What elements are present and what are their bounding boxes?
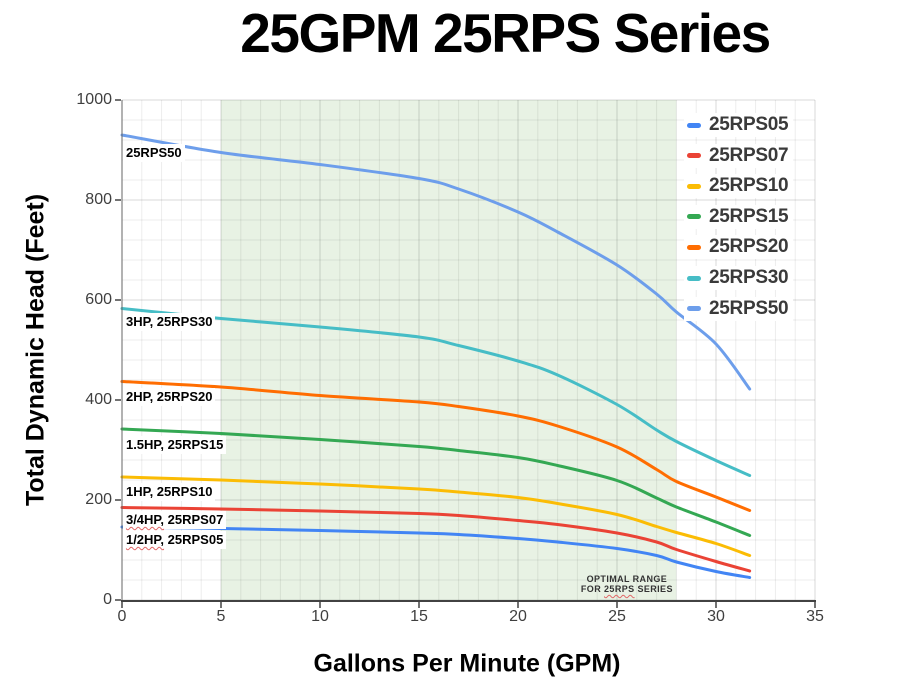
legend-item-label: 25RPS30 [709, 267, 789, 288]
legend-item-25RPS10: 25RPS10 [684, 174, 794, 199]
legend-item-25RPS20: 25RPS20 [684, 235, 794, 260]
legend-swatch [687, 183, 701, 189]
curve-label: 1HP, 25RPS10 [122, 483, 216, 501]
curve-label: 1/2HP, 25RPS05 [122, 531, 227, 549]
curve-label: 1.5HP, 25RPS15 [122, 436, 227, 454]
curve-label: 3HP, 25RPS30 [122, 313, 216, 331]
x-axis-title: Gallons Per Minute (GPM) [313, 649, 621, 678]
legend-item-25RPS50: 25RPS50 [684, 296, 794, 321]
y-tick-label: 1000 [76, 91, 112, 108]
x-tick-label: 25 [608, 608, 626, 625]
legend-item-label: 25RPS05 [709, 114, 789, 135]
legend-item-label: 25RPS10 [709, 175, 789, 197]
optimal-range-note-line: FOR 25RPS SERIES [580, 584, 673, 594]
curve-25RPS10 [120, 475, 752, 557]
optimal-range-band [221, 100, 677, 600]
curve-25RPS15 [120, 427, 752, 537]
curve-25RPS20 [120, 380, 752, 512]
y-tick-label: 800 [85, 191, 112, 208]
curve-25RPS05 [120, 525, 752, 579]
y-tick-label: 200 [85, 491, 112, 508]
curve-label: 3/4HP, 25RPS07 [122, 511, 227, 529]
legend-item-25RPS30: 25RPS30 [684, 266, 794, 290]
y-tick-label: 0 [103, 591, 112, 608]
legend-item-25RPS15: 25RPS15 [684, 204, 794, 229]
legend-item-label: 25RPS15 [709, 205, 789, 227]
legend-item-25RPS07: 25RPS07 [684, 143, 794, 168]
legend-swatch [687, 122, 701, 128]
legend-swatch [687, 275, 701, 281]
x-tick-label: 30 [707, 608, 725, 625]
curve-25RPS07 [120, 506, 752, 573]
curve-25RPS50 [120, 133, 752, 391]
legend-item-label: 25RPS20 [709, 236, 789, 258]
legend-swatch [687, 214, 701, 220]
x-tick-label: 15 [410, 608, 428, 625]
x-tick-label: 10 [311, 608, 329, 625]
legend-item-25RPS05: 25RPS05 [684, 113, 794, 137]
optimal-range-note-line: OPTIMAL RANGE [586, 574, 668, 584]
optimal-range-note: OPTIMAL RANGE FOR 25RPS SERIES [581, 574, 673, 594]
x-tick-label: 35 [806, 608, 824, 625]
legend-swatch [687, 306, 701, 312]
y-tick-label: 600 [85, 291, 112, 308]
x-tick-label: 0 [117, 608, 127, 625]
chart-title: 25GPM 25RPS Series [240, 2, 771, 64]
curve-label: 2HP, 25RPS20 [122, 388, 216, 406]
legend-swatch [687, 153, 701, 159]
legend-swatch [687, 244, 701, 250]
curve-label: 25RPS50 [122, 144, 185, 162]
x-tick-label: 20 [509, 608, 527, 625]
y-tick-label: 400 [85, 391, 112, 408]
legend-item-label: 25RPS50 [709, 297, 789, 319]
x-tick-label: 5 [216, 608, 226, 625]
curve-25RPS30 [120, 307, 752, 477]
legend-item-label: 25RPS07 [709, 144, 789, 166]
